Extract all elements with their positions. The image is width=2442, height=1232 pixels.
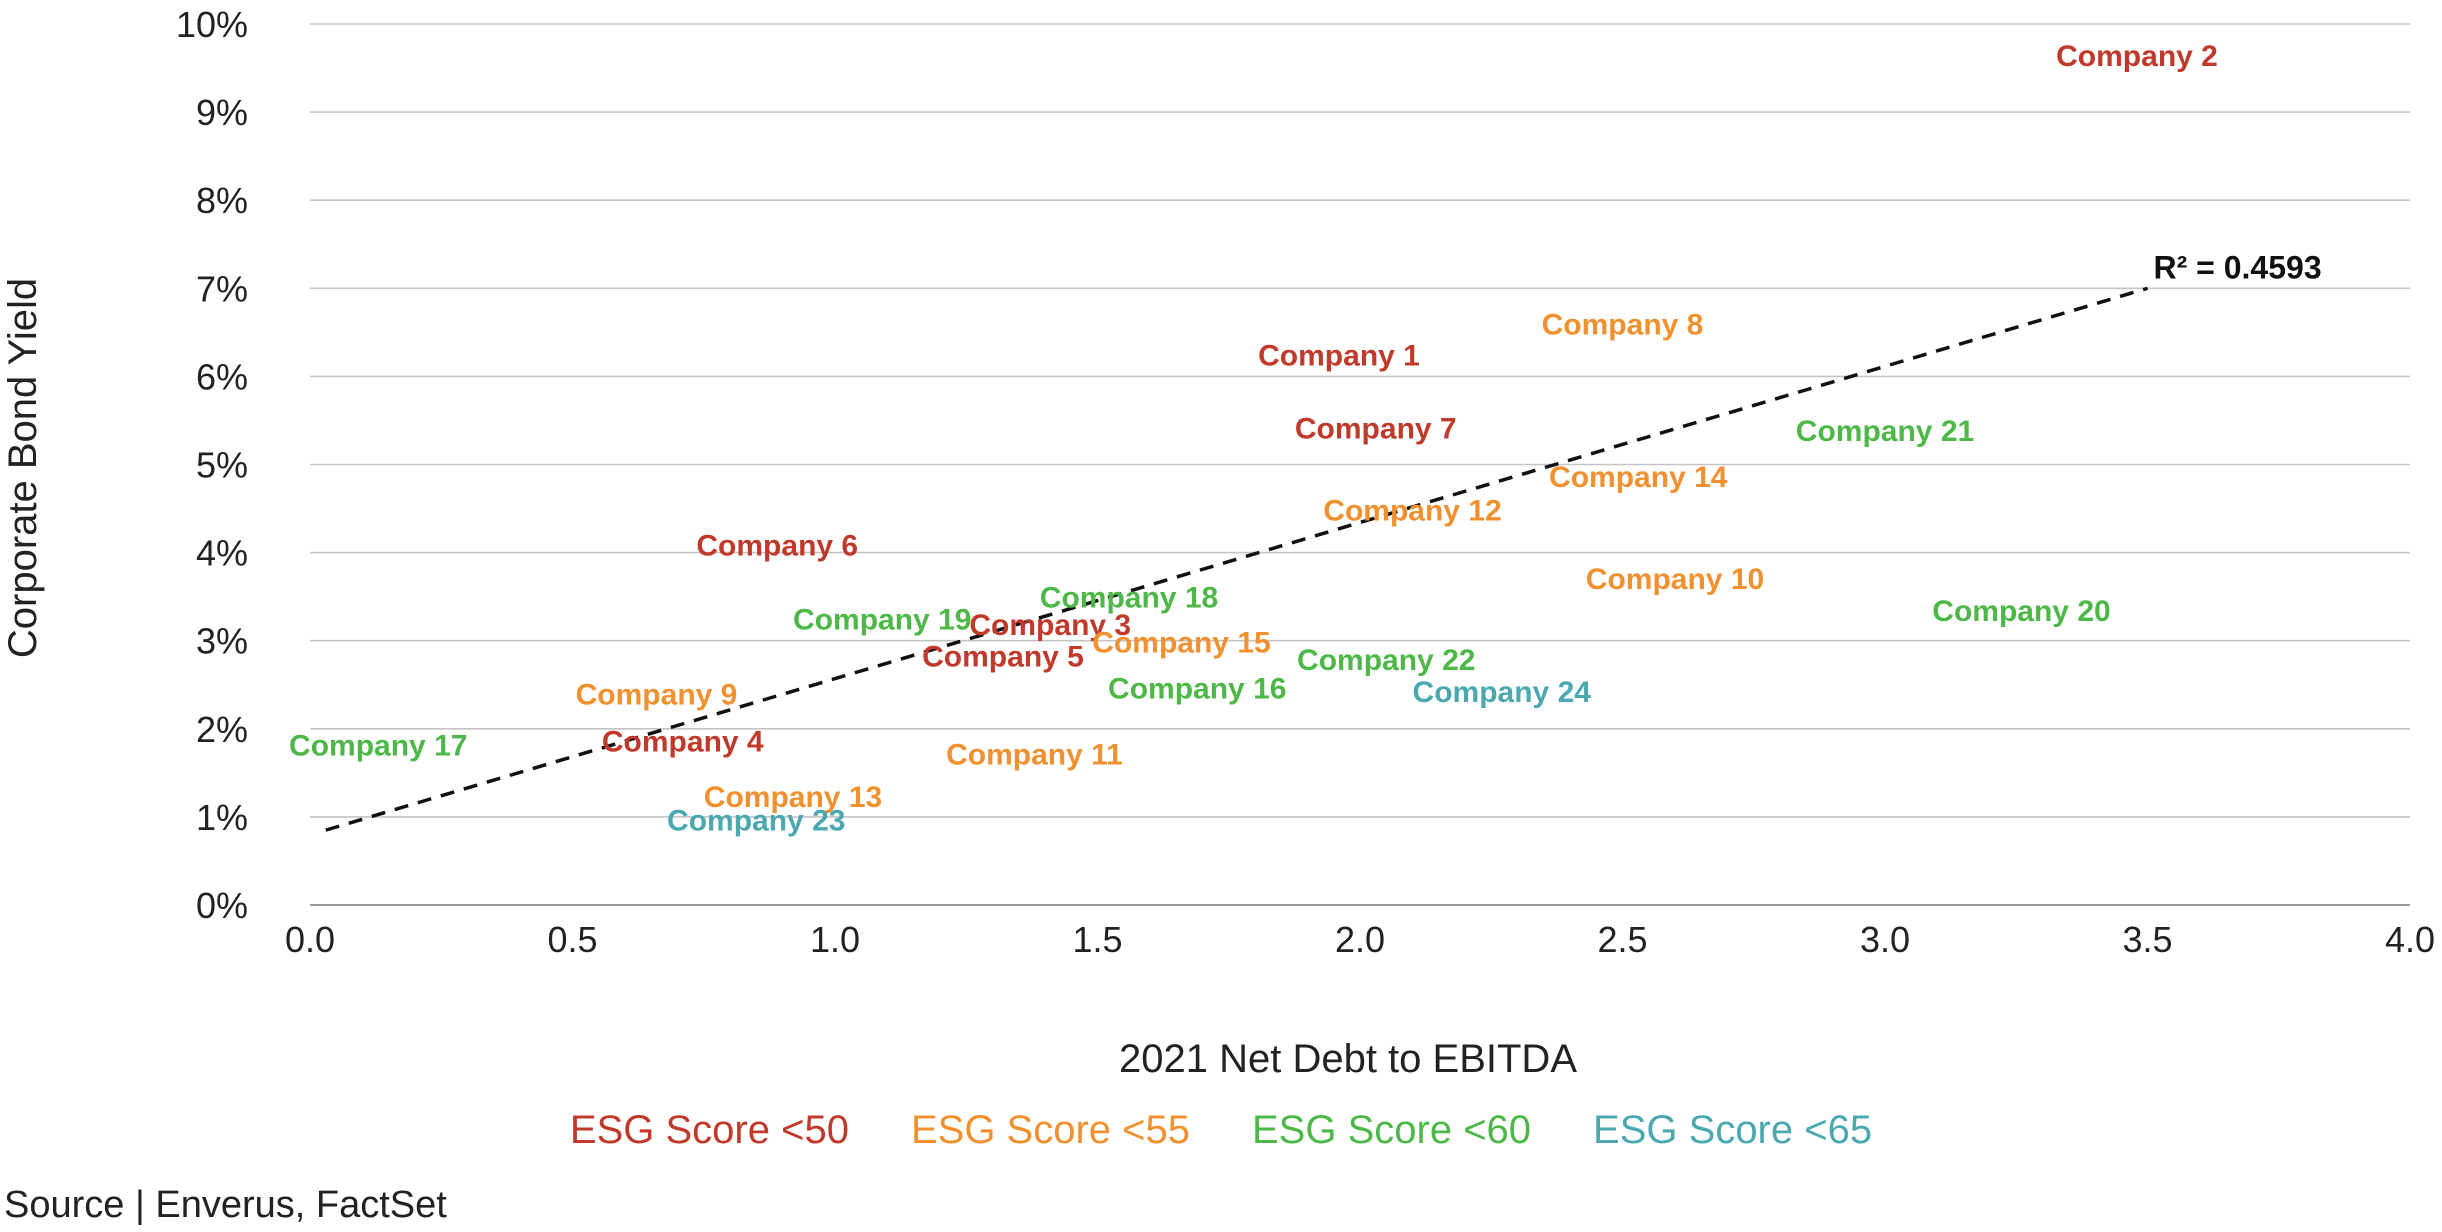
x-axis-ticks: 0.0 0.5 1.0 1.5 2.0 2.5 3.0 3.5 4.0 <box>285 919 2435 960</box>
x-tick-label: 2.5 <box>1597 919 1647 960</box>
data-point-label: Company 6 <box>696 530 858 563</box>
data-point-label: Company 22 <box>1297 644 1475 677</box>
x-tick-label: 1.5 <box>1072 919 1122 960</box>
data-point-label: Company 9 <box>576 679 738 712</box>
y-tick-label: 0% <box>196 885 248 926</box>
trendline: R² = 0.4593 <box>325 249 2322 832</box>
x-tick-label: 1.0 <box>810 919 860 960</box>
y-tick-label: 2% <box>196 709 248 750</box>
data-point-label: Company 18 <box>1040 582 1218 615</box>
source-note: Source | Enverus, FactSet <box>4 1184 447 1226</box>
x-tick-label: 3.0 <box>1860 919 1910 960</box>
y-tick-label: 9% <box>196 92 248 133</box>
data-point-label: Company 3 <box>969 609 1131 642</box>
data-point-label: Company 15 <box>1092 627 1270 660</box>
data-point-label: Company 13 <box>704 781 882 814</box>
data-point-label: Company 1 <box>1258 339 1420 372</box>
y-tick-label: 5% <box>196 445 248 486</box>
data-point-label: Company 21 <box>1796 415 1974 448</box>
data-point-label: Company 24 <box>1413 676 1592 709</box>
data-point-label: Company 10 <box>1586 563 1764 596</box>
trendline-path <box>325 286 2148 832</box>
y-tick-label: 4% <box>196 533 248 574</box>
gridlines <box>310 23 2410 906</box>
data-point-label: Company 14 <box>1549 461 1728 494</box>
data-point-label: Company 8 <box>1542 309 1704 342</box>
legend-item: ESG Score <60 <box>1252 1108 1532 1152</box>
data-point-label: Company 20 <box>1932 595 2110 628</box>
y-tick-label: 10% <box>176 4 248 45</box>
data-point-label: Company 5 <box>922 641 1084 674</box>
y-tick-label: 6% <box>196 356 248 397</box>
x-tick-label: 4.0 <box>2385 919 2435 960</box>
legend-item: ESG Score <50 <box>569 1108 849 1152</box>
data-point-label: Company 11 <box>946 738 1123 771</box>
y-tick-label: 1% <box>196 797 248 838</box>
legend-item: ESG Score <55 <box>910 1108 1190 1152</box>
data-point-label: Company 17 <box>289 730 467 763</box>
data-point-label: Company 16 <box>1108 672 1286 705</box>
y-tick-label: 3% <box>196 621 248 662</box>
data-point-label: Company 2 <box>2056 40 2218 73</box>
y-axis-ticks: 0% 1% 2% 3% 4% 5% 6% 7% 8% 9% 10% <box>176 4 248 926</box>
y-axis-title: Corporate Bond Yield <box>1 278 45 658</box>
data-point-labels: Company 2 Company 1 Company 7 Company 6 Comp… <box>289 40 2218 838</box>
data-point-label: Company 4 <box>602 725 764 758</box>
data-point-label: Company 12 <box>1323 494 1501 527</box>
x-tick-label: 2.0 <box>1335 919 1385 960</box>
y-tick-label: 8% <box>196 180 248 221</box>
data-point-label: Company 19 <box>793 604 971 637</box>
x-tick-label: 0.5 <box>547 919 597 960</box>
r-squared-label: R² = 0.4593 <box>2154 249 2322 285</box>
data-point-label: Company 23 <box>667 805 845 838</box>
y-tick-label: 7% <box>196 268 248 309</box>
x-tick-label: 0.0 <box>285 919 335 960</box>
x-tick-label: 3.5 <box>2122 919 2172 960</box>
data-point-label: Company 7 <box>1295 412 1457 445</box>
scatter-chart: 0% 1% 2% 3% 4% 5% 6% 7% 8% 9% 10% 0.0 0.5 1.0 1.5 2.0 2… <box>1 4 2435 1081</box>
legend-item: ESG Score <65 <box>1593 1108 1873 1152</box>
x-axis-title: 2021 Net Debt to EBITDA <box>1119 1037 1577 1081</box>
legend: ESG Score <50 ESG Score <55 ESG Score <60 E… <box>0 1108 2442 1153</box>
